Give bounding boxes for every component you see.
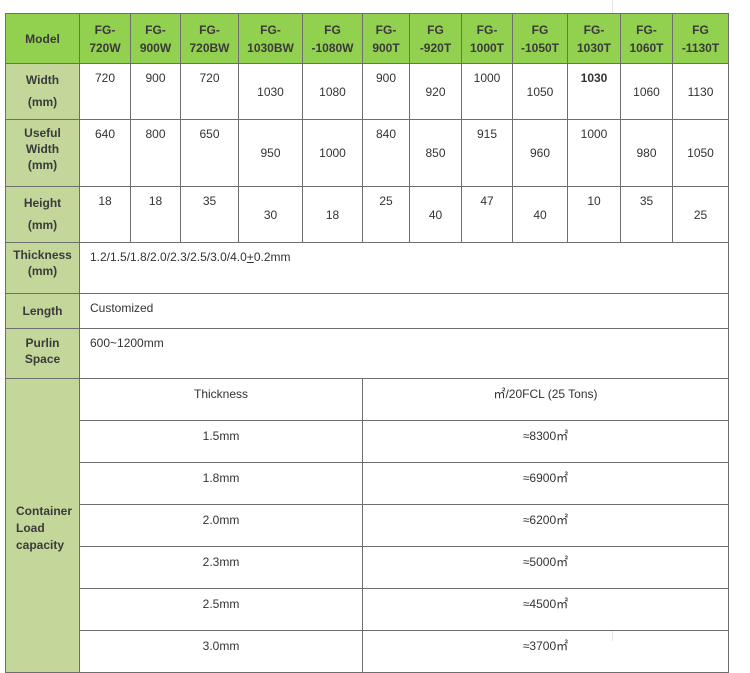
cell: 1080 <box>302 63 363 120</box>
container-row: 2.0mm ≈6200㎡ <box>6 504 729 547</box>
container-row: 2.5mm ≈4500㎡ <box>6 588 729 631</box>
container-row: 1.8mm ≈6900㎡ <box>6 462 729 505</box>
container-thickness: 1.5mm <box>79 420 363 463</box>
cell: 720 <box>79 63 131 120</box>
container-row: 2.3mm ≈5000㎡ <box>6 546 729 589</box>
cell: 25 <box>362 186 410 243</box>
container-thickness: 2.0mm <box>79 504 363 547</box>
purlin-row: Purlin Space 600~1200mm <box>5 328 729 379</box>
container-capacity: ≈3700㎡ <box>362 630 729 673</box>
model-header: FG- 1030T <box>567 13 621 64</box>
cell: 840 <box>362 119 410 187</box>
model-header: FG -920T <box>409 13 462 64</box>
cell: 25 <box>672 186 729 243</box>
container-thickness: 3.0mm <box>79 630 363 673</box>
cell: 1000 <box>567 119 621 187</box>
cell: 40 <box>512 186 568 243</box>
container-thickness: 2.5mm <box>79 588 363 631</box>
background-guide-line <box>612 0 613 13</box>
cell: 47 <box>461 186 513 243</box>
width-label: Width (mm) <box>5 63 80 120</box>
cell: 960 <box>512 119 568 187</box>
cell: 1000 <box>302 119 363 187</box>
purlin-value: 600~1200mm <box>79 328 729 379</box>
container-col-capacity: ㎡/20FCL (25 Tons) <box>362 378 729 421</box>
cell: 1030 <box>567 63 621 120</box>
cell: 1000 <box>461 63 513 120</box>
container-thickness: 2.3mm <box>79 546 363 589</box>
model-header: FG- 900T <box>362 13 410 64</box>
cell: 1050 <box>512 63 568 120</box>
container-col-thickness: Thickness <box>79 378 363 421</box>
cell: 18 <box>79 186 131 243</box>
thickness-label: Thickness (mm) <box>5 242 80 294</box>
model-header: FG -1130T <box>672 13 729 64</box>
cell: 720 <box>180 63 239 120</box>
purlin-label: Purlin Space <box>5 328 80 379</box>
cell: 980 <box>620 119 673 187</box>
model-header: FG- 1030BW <box>238 13 303 64</box>
cell: 900 <box>130 63 181 120</box>
model-header: FG -1080W <box>302 13 363 64</box>
cell: 1050 <box>672 119 729 187</box>
product-spec-table: Model FG- 720W FG- 900W FG- 720BW FG- 1030BW… <box>5 13 729 673</box>
model-header: FG- 720BW <box>180 13 239 64</box>
cell: 920 <box>409 63 462 120</box>
thickness-row: Thickness (mm) 1.2/1.5/1.8/2.0/2.3/2.5/3.… <box>5 242 729 294</box>
model-header: FG- 720W <box>79 13 131 64</box>
container-capacity: ≈6900㎡ <box>362 462 729 505</box>
cell: 10 <box>567 186 621 243</box>
useful-width-label: Useful Width (mm) <box>5 119 80 187</box>
width-row: Width (mm) 720 900 720 1030 1080 900 920 … <box>5 63 729 120</box>
cell: 1060 <box>620 63 673 120</box>
model-label: Model <box>5 13 80 64</box>
container-row: 1.5mm ≈8300㎡ <box>6 420 729 463</box>
length-value: Customized <box>79 293 729 329</box>
cell: 1030 <box>238 63 303 120</box>
cell: 35 <box>180 186 239 243</box>
model-header: FG -1050T <box>512 13 568 64</box>
cell: 35 <box>620 186 673 243</box>
useful-width-row: Useful Width (mm) 640 800 650 950 1000 840… <box>5 119 729 187</box>
model-header: FG- 900W <box>130 13 181 64</box>
thickness-value: 1.2/1.5/1.8/2.0/2.3/2.5/3.0/4.0+0.2mm <box>79 242 729 294</box>
container-capacity: ≈5000㎡ <box>362 546 729 589</box>
cell: 900 <box>362 63 410 120</box>
length-row: Length Customized <box>5 293 729 329</box>
container-capacity: ≈8300㎡ <box>362 420 729 463</box>
cell: 850 <box>409 119 462 187</box>
container-row: 3.0mm ≈3700㎡ <box>6 630 729 673</box>
cell: 40 <box>409 186 462 243</box>
container-capacity: ≈4500㎡ <box>362 588 729 631</box>
header-row: Model FG- 720W FG- 900W FG- 720BW FG- 1030BW… <box>5 13 729 64</box>
container-label: Container Load capacity <box>5 378 80 673</box>
cell: 640 <box>79 119 131 187</box>
cell: 1130 <box>672 63 729 120</box>
cell: 915 <box>461 119 513 187</box>
model-header: FG- 1000T <box>461 13 513 64</box>
container-capacity: ≈6200㎡ <box>362 504 729 547</box>
height-label: Height (mm) <box>5 186 80 243</box>
cell: 18 <box>302 186 363 243</box>
length-label: Length <box>5 293 80 329</box>
cell: 30 <box>238 186 303 243</box>
container-header-row: Container Load capacity Thickness ㎡/20FCL … <box>5 378 729 673</box>
cell: 18 <box>130 186 181 243</box>
cell: 950 <box>238 119 303 187</box>
height-row: Height (mm) 18 18 35 30 18 25 40 47 40 10… <box>5 186 729 243</box>
cell: 800 <box>130 119 181 187</box>
model-header: FG- 1060T <box>620 13 673 64</box>
container-thickness: 1.8mm <box>79 462 363 505</box>
cell: 650 <box>180 119 239 187</box>
